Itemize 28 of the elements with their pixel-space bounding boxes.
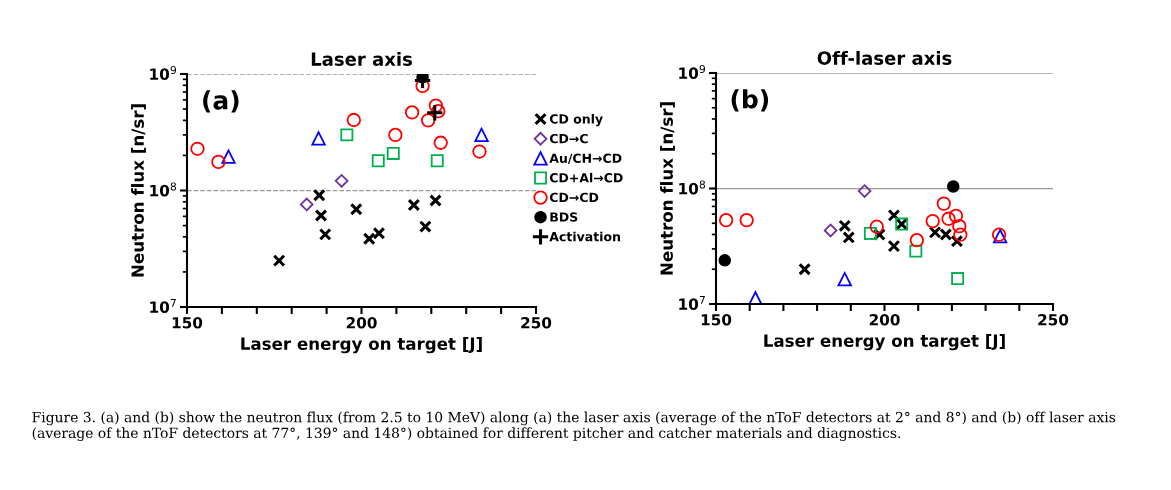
chart-title: Laser axis xyxy=(311,51,412,66)
y-tick-label: 10$^{7}$ xyxy=(150,299,176,313)
x-tick-label: 150 xyxy=(172,316,203,329)
legend-label: BDS xyxy=(550,212,578,222)
chart-title: Off-laser axis xyxy=(817,50,952,65)
x-tick-label: 200 xyxy=(869,313,900,326)
y-axis-title: Neutron flux [n/sr] xyxy=(131,104,146,277)
legend-label: CD only xyxy=(549,113,603,127)
x-tick-label: 250 xyxy=(521,316,552,329)
y-tick-label: 10$^{7}$ xyxy=(679,296,705,310)
legend-label: CD→CD xyxy=(549,192,599,203)
legend-label: Au/CH→CD xyxy=(549,153,622,164)
x-tick-label: 150 xyxy=(701,313,732,326)
x-tick-label: 200 xyxy=(346,316,377,329)
legend-label: Activation xyxy=(549,231,620,242)
x-axis-title: Laser energy on target [J] xyxy=(764,334,1005,351)
y-tick-label: 10$^{8}$ xyxy=(679,180,706,195)
y-tick-label: 10$^{9}$ xyxy=(679,64,706,79)
x-tick-label: 250 xyxy=(1038,313,1069,326)
y-tick-label: 10$^{9}$ xyxy=(150,65,177,80)
annotation: (a) xyxy=(203,90,239,113)
x-axis-title: Laser energy on target [J] xyxy=(241,337,482,354)
y-tick-label: 10$^{8}$ xyxy=(150,182,177,197)
annotation: (b) xyxy=(731,89,769,112)
legend-label: CD+Al→CD xyxy=(549,172,623,183)
legend-label: CD→C xyxy=(549,133,588,144)
caption: Figure 3. (a) and (b) show the neutron flux (from 2.5 to 10 MeV) along (a) the laser axis (average of the nToF detectors at 2° and 8°) and (b) off laser axis (average of the nToF detectors at 77°, 139° and 148°) obtained for different pitcher and catcher materials and diagnostics. xyxy=(32,411,1116,441)
y-axis-title: Neutron flux [n/sr] xyxy=(660,102,675,275)
